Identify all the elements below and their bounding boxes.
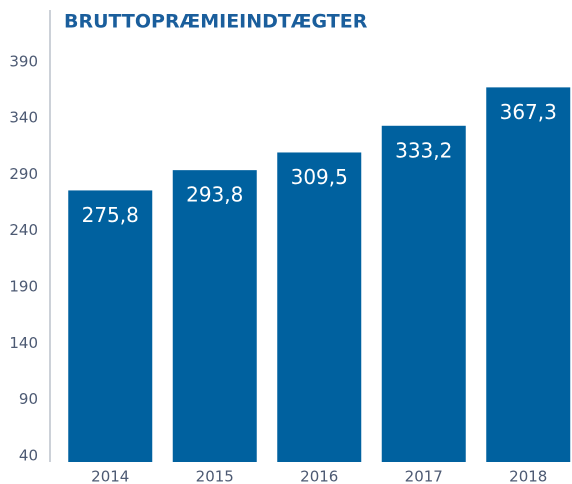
bar — [68, 190, 153, 462]
bar — [486, 87, 571, 463]
y-tick-label: 140 — [9, 334, 38, 352]
value-label: 275,8 — [82, 203, 139, 227]
value-label: 367,3 — [500, 100, 557, 124]
x-tick-label: 2018 — [509, 468, 547, 484]
bar — [277, 152, 362, 462]
y-tick-label: 190 — [9, 278, 38, 296]
value-label: 293,8 — [186, 183, 243, 207]
x-tick-label: 2014 — [91, 468, 129, 484]
value-label: 309,5 — [291, 165, 348, 189]
y-tick-label: 290 — [9, 165, 38, 183]
y-tick-label: 340 — [9, 109, 38, 127]
value-label: 333,2 — [395, 138, 452, 162]
chart-title: BRUTTOPRÆMIEINDTÆGTER — [64, 11, 368, 33]
bar — [381, 125, 466, 463]
y-tick-label: 390 — [9, 52, 38, 70]
y-tick-label: 240 — [9, 221, 38, 239]
y-tick-label: 90 — [19, 390, 38, 408]
bar — [172, 170, 257, 462]
x-tick-label: 2015 — [196, 468, 234, 484]
x-tick-label: 2017 — [405, 468, 443, 484]
x-tick-label: 2016 — [300, 468, 338, 484]
y-tick-label: 40 — [19, 447, 38, 465]
